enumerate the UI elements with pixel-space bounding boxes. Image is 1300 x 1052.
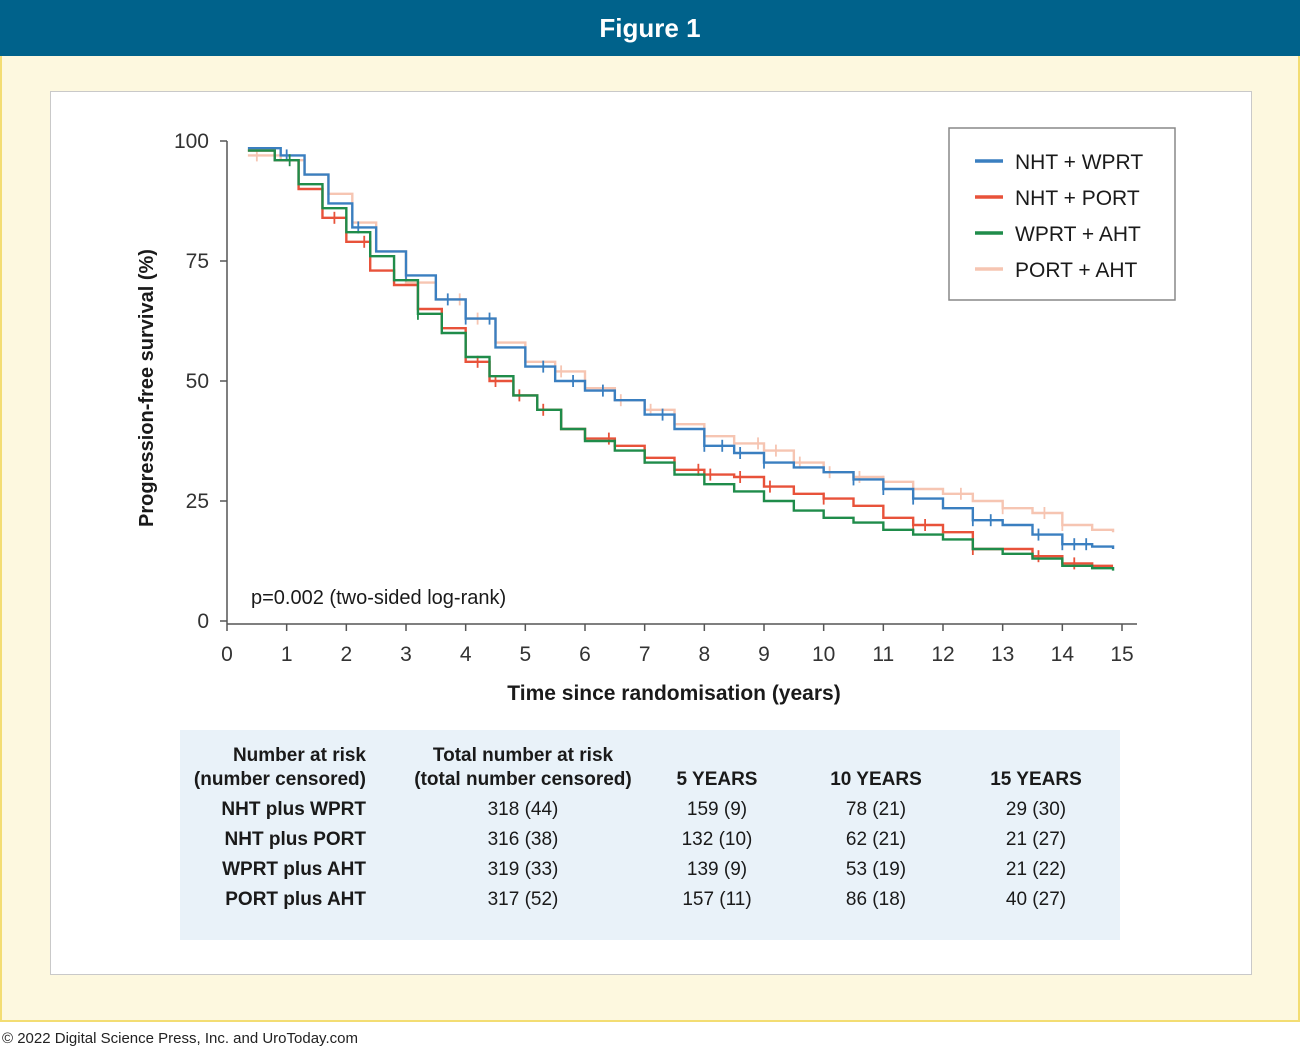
- risk-row-15y: 21 (22): [1005, 859, 1067, 880]
- y-axis-label: Progression-free survival (%): [136, 249, 158, 527]
- x-tick-label: 2: [340, 643, 352, 666]
- risk-row-label: PORT plus AHT: [225, 889, 366, 910]
- legend-label: WPRT + AHT: [1015, 223, 1141, 246]
- y-tick-label: 0: [197, 610, 209, 633]
- y-tick-label: 75: [186, 250, 209, 273]
- x-tick-label: 6: [579, 643, 591, 666]
- x-tick-label: 0: [221, 643, 233, 666]
- risk-header-total-1: Total number at risk: [432, 745, 614, 766]
- risk-row-total: 318 (44): [487, 799, 559, 820]
- risk-header-label-1: Number at risk: [232, 745, 366, 766]
- figure-header: Figure 1: [0, 0, 1300, 56]
- x-tick-label: 11: [872, 643, 894, 666]
- x-tick-label: 12: [931, 643, 954, 666]
- legend-label: NHT + PORT: [1015, 187, 1140, 210]
- legend-label: PORT + AHT: [1015, 259, 1138, 282]
- y-tick-label: 100: [174, 130, 209, 153]
- series-line: [247, 149, 1114, 567]
- figure-title: Figure 1: [599, 12, 701, 43]
- risk-header-5y: 5 YEARS: [676, 769, 758, 790]
- x-tick-label: 4: [460, 643, 472, 666]
- x-tick-label: 14: [1051, 643, 1075, 666]
- risk-row-10y: 86 (18): [845, 889, 907, 910]
- x-tick-label: 9: [758, 643, 770, 666]
- risk-row-5y: 132 (10): [681, 829, 753, 850]
- risk-row-label: WPRT plus AHT: [222, 859, 366, 880]
- legend-label: NHT + WPRT: [1015, 151, 1143, 174]
- x-tick-label: 7: [639, 643, 651, 666]
- risk-row-total: 319 (33): [487, 859, 559, 880]
- risk-row-10y: 78 (21): [845, 799, 907, 820]
- risk-header-10y: 10 YEARS: [830, 769, 922, 790]
- risk-row-15y: 29 (30): [1005, 799, 1067, 820]
- risk-row-total: 316 (38): [487, 829, 559, 850]
- risk-row-10y: 62 (21): [845, 829, 907, 850]
- risk-row-15y: 40 (27): [1005, 889, 1067, 910]
- x-tick-label: 15: [1110, 643, 1133, 666]
- x-tick-label: 5: [519, 643, 531, 666]
- x-tick-label: 3: [400, 643, 412, 666]
- risk-row-label: NHT plus PORT: [224, 829, 366, 850]
- risk-header-label-2: (number censored): [193, 769, 366, 790]
- risk-row-15y: 21 (27): [1005, 829, 1067, 850]
- copyright-footer: © 2022 Digital Science Press, Inc. and U…: [2, 1030, 358, 1047]
- series-2: [247, 149, 1115, 571]
- risk-row-total: 317 (52): [487, 889, 559, 910]
- risk-header-15y: 15 YEARS: [990, 769, 1082, 790]
- risk-row-label: NHT plus WPRT: [221, 799, 366, 820]
- y-tick-label: 25: [186, 490, 209, 513]
- x-axis-label: Time since randomisation (years): [507, 682, 840, 705]
- chart-legend: NHT + WPRT NHT + PORT WPRT + AHT PORT + AHT: [948, 127, 1176, 301]
- x-tick-label: 13: [991, 643, 1014, 666]
- legend-box: [948, 127, 1176, 301]
- series-0: [247, 147, 1115, 551]
- risk-row-5y: 139 (9): [686, 859, 748, 880]
- series-line: [247, 149, 1115, 571]
- risk-table: Number at risk (number censored) Total n…: [180, 730, 1120, 940]
- pvalue-annotation: p=0.002 (two-sided log-rank): [251, 587, 506, 609]
- x-tick-label: 8: [698, 643, 710, 666]
- risk-header-total-2: (total number censored): [414, 769, 632, 790]
- risk-row-5y: 157 (11): [682, 889, 752, 910]
- series-layer: [247, 147, 1115, 571]
- y-tick-label: 50: [186, 370, 209, 393]
- x-tick-label: 1: [281, 643, 293, 666]
- risk-row-10y: 53 (19): [845, 859, 907, 880]
- x-tick-label: 10: [812, 643, 835, 666]
- risk-row-5y: 159 (9): [686, 799, 748, 820]
